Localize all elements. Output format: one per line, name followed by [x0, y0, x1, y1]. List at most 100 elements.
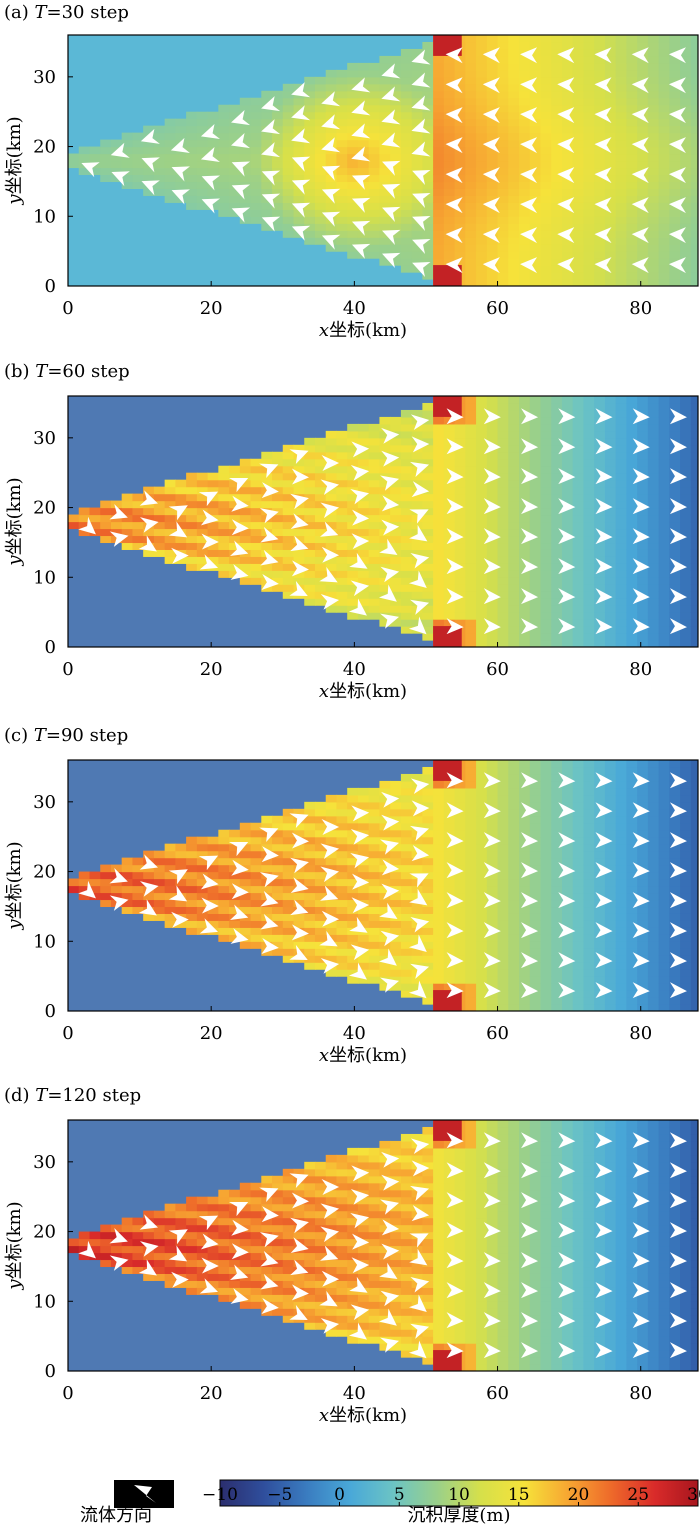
heatmap-cell — [572, 507, 585, 516]
heatmap-cell — [465, 167, 477, 176]
heatmap-cell — [680, 402, 692, 411]
heatmap-cell — [572, 188, 585, 196]
heatmap-cell — [411, 612, 423, 620]
heatmap-cell — [411, 458, 423, 467]
heatmap-cell — [519, 104, 531, 113]
flow-arrow — [557, 197, 575, 214]
heatmap-cell — [304, 139, 316, 148]
heatmap-cell — [164, 514, 176, 523]
heatmap-cell — [647, 48, 660, 57]
heatmap-cell — [196, 899, 209, 908]
heatmap-cell — [508, 444, 520, 453]
heatmap-cell — [594, 822, 606, 831]
heatmap-cell — [519, 878, 531, 887]
heatmap-cell — [411, 174, 423, 183]
heatmap-cell — [615, 549, 628, 557]
heatmap-cell — [465, 773, 477, 782]
heatmap-cell — [336, 223, 348, 231]
heatmap-cell — [186, 899, 198, 908]
heatmap-cell — [443, 514, 456, 523]
heatmap-cell — [626, 577, 638, 585]
heatmap-cell — [637, 598, 649, 606]
heatmap-cell — [368, 472, 381, 481]
heatmap-cell — [304, 913, 316, 921]
heatmap-cell — [540, 640, 552, 647]
heatmap-cell — [658, 265, 670, 273]
heatmap-cell — [594, 216, 606, 224]
heatmap-cell — [486, 549, 499, 557]
flow-arrow — [351, 805, 370, 822]
heatmap-cell — [325, 815, 338, 824]
flow-arrow — [141, 157, 160, 173]
heatmap-cell — [669, 766, 681, 775]
heatmap-cell — [121, 167, 134, 176]
heatmap-cell — [379, 983, 391, 991]
heatmap-cell — [561, 815, 574, 824]
heatmap-cell — [497, 934, 509, 942]
heatmap-cell — [78, 507, 91, 516]
heatmap-cell — [218, 160, 230, 169]
heatmap-cell — [293, 920, 305, 928]
heatmap-cell — [357, 794, 370, 803]
heatmap-cell — [368, 535, 381, 544]
heatmap-cell — [336, 577, 348, 585]
flow-arrow — [321, 234, 341, 250]
flow-arrow — [521, 832, 539, 849]
heatmap-cell — [443, 160, 456, 169]
heatmap-cell — [486, 780, 499, 789]
heatmap-cell — [604, 396, 617, 404]
heatmap-cell — [314, 934, 327, 942]
heatmap-cell — [647, 871, 660, 880]
heatmap-cell — [497, 69, 509, 78]
heatmap-cell — [658, 41, 670, 50]
heatmap-cell — [379, 584, 391, 592]
heatmap-cell — [497, 584, 509, 592]
heatmap-cell — [390, 934, 402, 942]
heatmap-cell — [304, 598, 316, 606]
heatmap-cell — [465, 479, 477, 488]
heatmap-cell — [540, 111, 552, 120]
heatmap-cell — [690, 843, 698, 852]
heatmap-cell — [379, 62, 391, 71]
heatmap-cell — [604, 577, 617, 585]
heatmap-cell — [476, 577, 488, 585]
heatmap-cell — [476, 584, 488, 592]
heatmap-cell — [626, 486, 638, 495]
heatmap-cell — [132, 864, 144, 873]
heatmap-cell — [680, 230, 692, 238]
heatmap-cell — [250, 542, 262, 550]
heatmap-cell — [572, 167, 585, 176]
heatmap-cell — [218, 174, 230, 183]
heatmap-cell — [658, 272, 670, 280]
heatmap-cell — [690, 535, 698, 544]
heatmap-cell — [680, 41, 692, 50]
heatmap-cell — [658, 430, 670, 439]
heatmap-cell — [78, 878, 91, 887]
heatmap-cell — [658, 174, 670, 183]
flow-arrow — [319, 566, 338, 583]
heatmap-cell — [583, 780, 595, 789]
heatmap-cell — [540, 822, 552, 831]
heatmap-cell — [368, 808, 381, 817]
heatmap-cell — [669, 237, 681, 245]
heatmap-cell — [583, 766, 595, 775]
heatmap-cell — [239, 521, 252, 530]
heatmap-cell — [658, 969, 670, 977]
heatmap-cell — [400, 430, 413, 439]
heatmap-cell — [529, 507, 542, 516]
heatmap-cell — [476, 948, 488, 956]
heatmap-cell — [583, 493, 595, 502]
heatmap-cell — [121, 878, 134, 887]
heatmap-cell — [293, 479, 305, 488]
x-axis-label: x坐标(km) — [319, 681, 407, 702]
y-tick-label: 0 — [45, 637, 56, 658]
heatmap-cell — [519, 458, 531, 467]
heatmap-cell — [250, 822, 262, 831]
heatmap-cell — [594, 35, 606, 43]
heatmap-cell — [497, 409, 509, 418]
heatmap-cell — [583, 265, 595, 273]
heatmap-cell — [411, 927, 423, 935]
flow-arrow — [594, 227, 612, 244]
heatmap-cell — [647, 111, 660, 120]
heatmap-cell — [690, 794, 698, 803]
